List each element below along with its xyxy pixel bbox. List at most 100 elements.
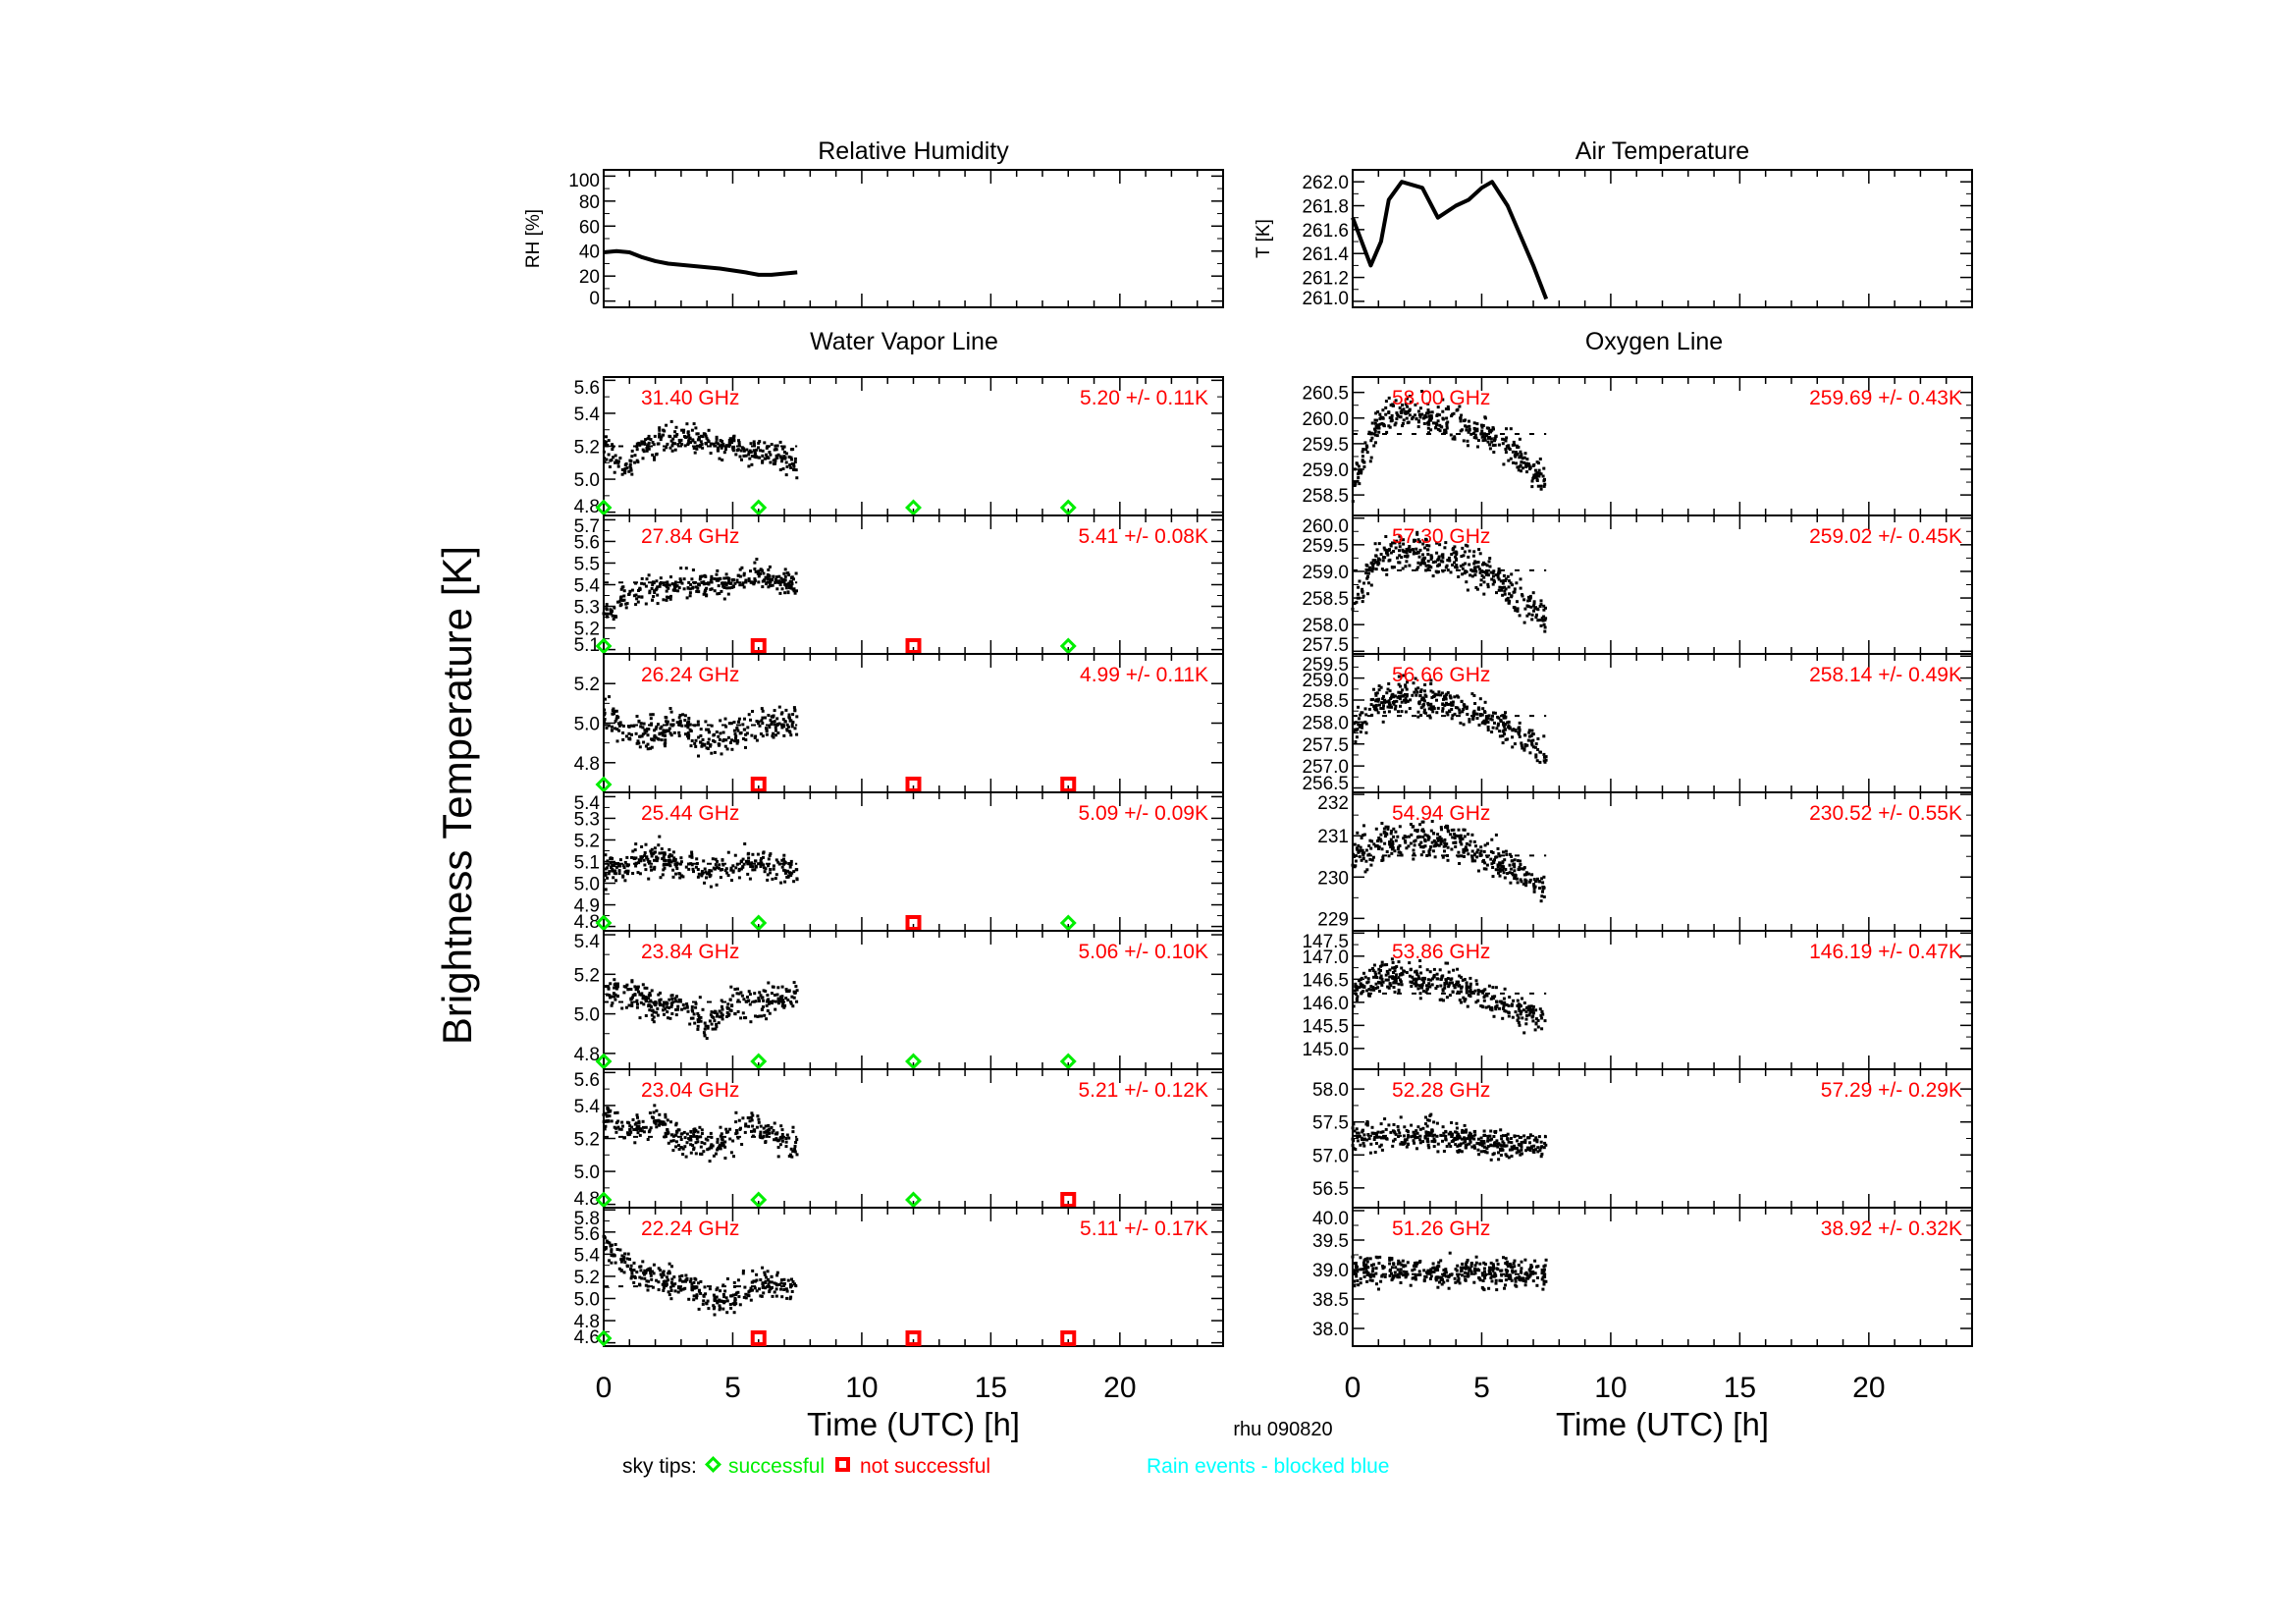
data-point: [721, 858, 724, 862]
y-tick-label: 20: [579, 267, 600, 288]
data-point: [674, 1007, 678, 1011]
data-point: [602, 450, 606, 454]
data-point: [651, 583, 655, 587]
data-point: [733, 853, 737, 857]
data-point: [708, 1019, 712, 1023]
data-point: [1372, 432, 1376, 436]
data-point: [751, 1124, 755, 1128]
data-point: [1404, 409, 1408, 413]
data-point: [1390, 851, 1394, 855]
data-point: [1487, 426, 1491, 430]
data-point: [713, 1298, 717, 1302]
data-point: [1449, 701, 1453, 705]
data-point: [1468, 720, 1471, 724]
data-point: [1391, 541, 1394, 545]
data-point: [751, 1269, 755, 1272]
data-point: [1507, 444, 1511, 448]
data-point: [1365, 868, 1369, 872]
data-point: [1388, 841, 1392, 845]
data-point: [792, 464, 796, 468]
data-point: [718, 1304, 721, 1308]
data-point: [1442, 844, 1446, 848]
data-point: [617, 872, 621, 876]
data-point: [783, 880, 787, 884]
data-point: [739, 1126, 742, 1130]
data-point: [787, 871, 791, 875]
data-point: [683, 1279, 687, 1283]
data-point: [1470, 859, 1474, 863]
data-point: [1482, 580, 1486, 584]
data-point: [622, 985, 626, 989]
data-point: [733, 1285, 736, 1288]
data-point: [1398, 843, 1402, 847]
data-point: [1402, 538, 1405, 542]
data-point: [1372, 963, 1376, 967]
data-point: [715, 730, 719, 733]
data-point: [607, 1110, 611, 1113]
y-tick-label: 5.4: [574, 405, 601, 425]
y-tick-label: 147.0: [1302, 947, 1349, 968]
data-point: [639, 1128, 643, 1132]
data-point: [624, 734, 628, 738]
data-point: [765, 1133, 769, 1137]
data-point: [726, 576, 730, 580]
data-point: [647, 441, 651, 445]
data-point: [1520, 880, 1523, 884]
data-point: [1472, 839, 1476, 843]
data-point: [646, 747, 650, 751]
data-point: [1454, 840, 1458, 844]
data-point: [678, 872, 682, 876]
data-point: [1424, 991, 1428, 995]
data-point: [694, 1141, 698, 1145]
data-point: [728, 1303, 732, 1306]
data-point: [1462, 554, 1466, 558]
data-point: [1542, 622, 1546, 626]
data-point: [734, 453, 738, 457]
data-point: [621, 864, 625, 868]
data-point: [683, 444, 687, 448]
data-point: [1404, 683, 1408, 687]
data-point: [633, 985, 637, 989]
data-point: [765, 446, 769, 450]
data-point: [772, 462, 775, 465]
data-point: [647, 434, 651, 438]
data-point: [644, 868, 648, 872]
data-point: [1515, 877, 1519, 881]
data-point: [1391, 692, 1395, 696]
data-point: [1519, 859, 1522, 863]
y-tick-label: 5.0: [574, 1163, 600, 1183]
data-point: [659, 438, 663, 442]
data-point: [1369, 456, 1373, 460]
data-point: [764, 1124, 768, 1128]
data-point: [655, 855, 659, 859]
data-point: [637, 595, 641, 599]
data-point: [1479, 849, 1483, 853]
data-point: [1502, 871, 1506, 875]
data-point: [1377, 846, 1380, 850]
data-point: [795, 989, 799, 993]
data-point: [1401, 688, 1405, 692]
data-point: [1396, 847, 1400, 851]
data-point: [674, 1000, 678, 1003]
data-point: [610, 1250, 614, 1253]
frequency-label: 27.84 GHz: [641, 525, 739, 548]
data-point: [770, 1125, 774, 1129]
data-point: [1518, 437, 1522, 441]
data-point: [719, 1289, 722, 1293]
data-point: [1479, 845, 1483, 849]
data-point: [665, 589, 668, 593]
y-tick-label: 258.0: [1302, 616, 1349, 636]
data-point: [669, 733, 673, 737]
data-point: [1353, 722, 1357, 726]
data-point: [669, 419, 673, 423]
data-point: [1532, 884, 1536, 888]
data-point: [1369, 846, 1373, 850]
data-point: [1501, 437, 1505, 441]
data-point: [710, 751, 714, 755]
data-point: [677, 716, 681, 720]
y-tick-label: 5.6: [574, 378, 600, 399]
data-point: [758, 991, 762, 995]
data-point: [1523, 733, 1527, 737]
data-point: [1532, 890, 1536, 893]
data-point: [1373, 441, 1377, 445]
